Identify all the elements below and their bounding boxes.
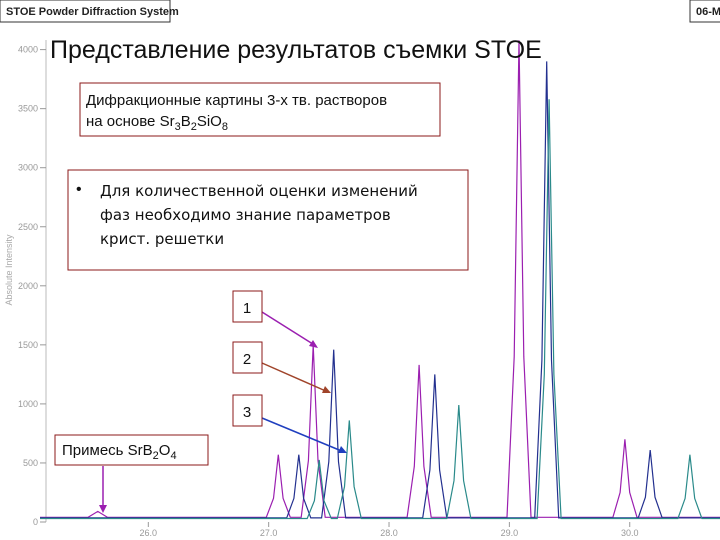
label-box bbox=[232, 341, 263, 374]
text-part: на основе Sr bbox=[86, 113, 175, 130]
y-tick-label: 3000 bbox=[18, 163, 38, 173]
arrow bbox=[261, 311, 317, 347]
y-tick-label: 1000 bbox=[18, 399, 38, 409]
arrow bbox=[261, 417, 345, 453]
caption-box bbox=[79, 82, 441, 137]
text-part: O bbox=[159, 442, 171, 459]
y-tick-label: 4000 bbox=[18, 45, 38, 55]
arrow-head bbox=[322, 386, 331, 393]
y-axis-label: Absolute Intensity bbox=[4, 234, 14, 306]
y-tick-label: 3500 bbox=[18, 104, 38, 114]
caption-line: Дифракционные картины 3-х тв. растворов bbox=[86, 92, 387, 109]
subscript: 2 bbox=[191, 121, 197, 133]
text-part: SiO bbox=[197, 113, 222, 130]
arrow-head bbox=[338, 446, 347, 453]
x-tick-label: 29.0 bbox=[501, 528, 519, 538]
plot: 0 500 1000 1500 2000 2500 3000 3500 4000 26.0 27.0… bbox=[18, 40, 720, 538]
subscript: 2 bbox=[153, 450, 159, 462]
peak-label: 3 bbox=[243, 404, 251, 421]
bullet-line: Для количественной оценки изменений bbox=[100, 182, 418, 200]
bullet-box bbox=[67, 169, 469, 271]
subscript: 4 bbox=[170, 450, 176, 462]
header-right-box bbox=[689, 0, 720, 23]
text-part: B bbox=[181, 113, 191, 130]
arrow-head bbox=[99, 505, 107, 513]
caption-line: на основе Sr3B2SiO8 bbox=[86, 113, 228, 133]
impurity-label: Примесь SrB2O4 bbox=[62, 442, 177, 462]
label-box bbox=[232, 290, 263, 323]
arrow-head bbox=[309, 340, 318, 348]
text-part: Примесь SrB bbox=[62, 442, 153, 459]
y-tick-label: 2500 bbox=[18, 222, 38, 232]
subscript: 8 bbox=[222, 121, 228, 133]
header: STOE Powder Diffraction System bbox=[6, 6, 179, 18]
bullet-line: крист. решетки bbox=[100, 230, 224, 248]
bullet-line: фаз необходимо знание параметров bbox=[100, 206, 391, 224]
x-tick-label: 26.0 bbox=[140, 528, 158, 538]
diffraction-line bbox=[40, 61, 720, 519]
peak-label: 1 bbox=[243, 300, 251, 317]
x-tick-label: 30.0 bbox=[621, 528, 639, 538]
arrow bbox=[261, 362, 329, 393]
x-tick-label: 27.0 bbox=[260, 528, 278, 538]
impurity-box bbox=[54, 434, 209, 466]
y-tick-label: 1500 bbox=[18, 340, 38, 350]
header-box bbox=[0, 0, 171, 23]
peak-label: 2 bbox=[243, 351, 251, 368]
bullet-dot: • bbox=[76, 181, 82, 198]
y-tick-label: 0 bbox=[33, 517, 38, 527]
y-tick-label: 2000 bbox=[18, 281, 38, 291]
y-tick-label: 500 bbox=[23, 458, 38, 468]
diffraction-line bbox=[40, 40, 720, 518]
subscript: 3 bbox=[175, 121, 181, 133]
x-tick-label: 28.0 bbox=[380, 528, 398, 538]
header-right: 06-M bbox=[696, 6, 720, 18]
arrows bbox=[99, 311, 347, 513]
label-box bbox=[232, 394, 263, 427]
slide-title: Представление результатов съемки STOE bbox=[50, 36, 542, 64]
diffraction-line bbox=[40, 99, 720, 520]
